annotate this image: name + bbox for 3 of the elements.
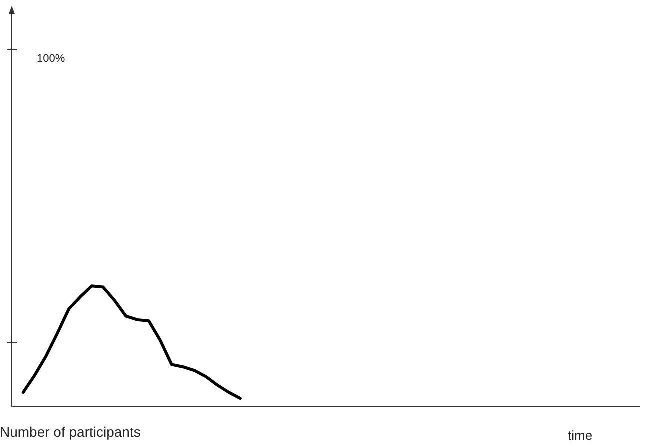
x-axis-title: time (568, 428, 593, 443)
text: Number of participants (0, 424, 141, 440)
text: 100% (37, 53, 66, 65)
